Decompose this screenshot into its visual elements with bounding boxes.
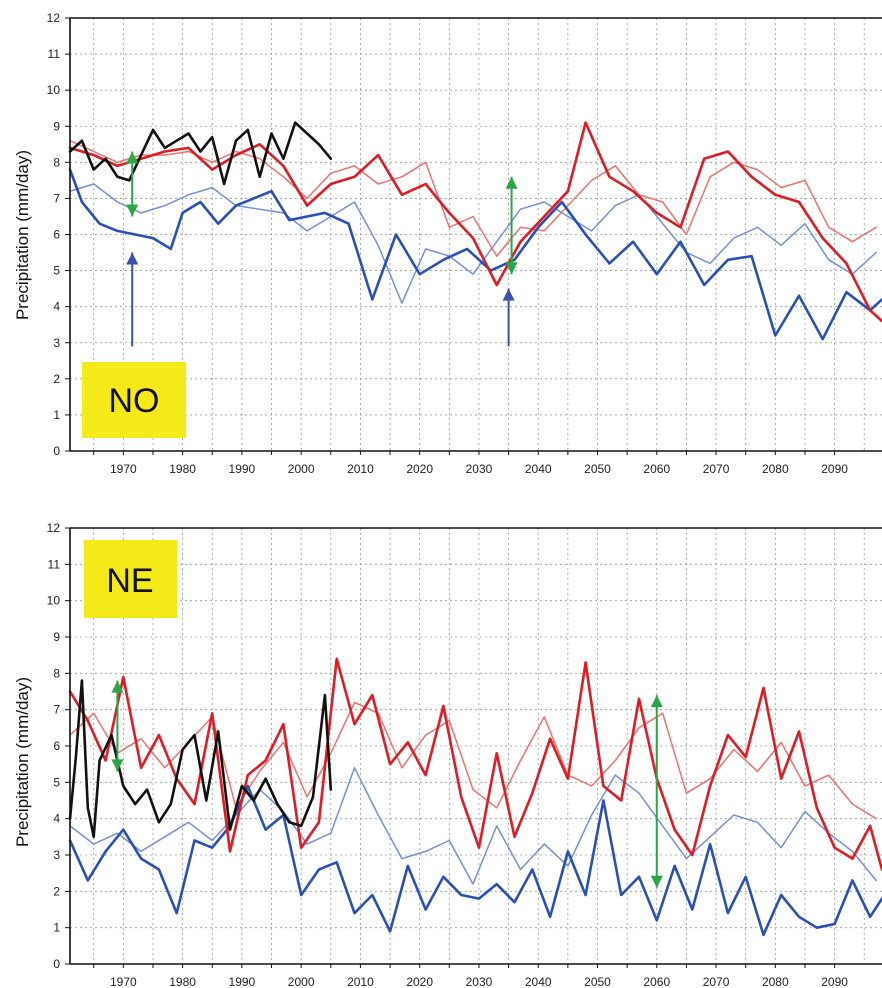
x-tick-label: 2030 xyxy=(466,462,493,476)
x-tick-label: 1970 xyxy=(110,975,137,988)
series-line-blue-dark xyxy=(68,784,882,937)
y-tick-label: 4 xyxy=(53,300,60,314)
y-tick-label: 3 xyxy=(53,848,60,862)
y-tick-label: 8 xyxy=(53,666,60,680)
x-tick-label: 2010 xyxy=(347,975,374,988)
x-tick-label: 2010 xyxy=(347,462,374,476)
x-tick-label: 2040 xyxy=(525,462,552,476)
y-tick-label: 0 xyxy=(53,957,60,971)
y-tick-label: 3 xyxy=(53,336,60,350)
y-axis-label: Precipitation (mm/day) xyxy=(13,677,32,847)
y-tick-label: 7 xyxy=(53,703,60,717)
series-line-blue-light xyxy=(69,183,877,304)
y-tick-label: 5 xyxy=(53,264,60,278)
y-tick-label: 9 xyxy=(53,119,60,133)
series-line-blue-light xyxy=(69,767,877,885)
x-tick-label: 2020 xyxy=(406,975,433,988)
x-tick-label: 1990 xyxy=(229,462,256,476)
x-tick-label: 2030 xyxy=(466,975,493,988)
region-label: NO xyxy=(109,382,160,420)
region-label-box xyxy=(82,362,186,438)
y-tick-label: 7 xyxy=(53,191,60,205)
x-tick-label: 2090 xyxy=(821,462,848,476)
y-tick-label: 5 xyxy=(53,775,60,789)
region-label-box xyxy=(84,540,177,618)
arrow-annotations xyxy=(111,680,663,888)
x-tick-label: 2040 xyxy=(525,975,552,988)
y-axis-label: Precipitation (mm/day) xyxy=(13,150,32,320)
blue-pointer-arrow xyxy=(502,288,515,347)
y-tick-label: 4 xyxy=(53,812,60,826)
y-tick-label: 9 xyxy=(53,630,60,644)
green-range-arrow xyxy=(650,695,663,888)
y-tick-label: 2 xyxy=(53,884,60,898)
data-series xyxy=(68,121,882,341)
series-line-observed xyxy=(68,679,333,839)
y-tick-label: 6 xyxy=(53,739,60,753)
x-tick-label: 2060 xyxy=(643,462,670,476)
x-tick-label: 2080 xyxy=(762,462,789,476)
x-tick-label: 2000 xyxy=(288,462,315,476)
x-tick-label: 2070 xyxy=(703,975,730,988)
y-tick-label: 10 xyxy=(47,83,61,97)
y-tick-label: 12 xyxy=(47,521,61,535)
series-line-blue-dark xyxy=(68,168,882,341)
x-tick-label: 1970 xyxy=(110,462,137,476)
green-range-arrow xyxy=(126,151,139,217)
y-tick-label: 11 xyxy=(48,557,61,571)
series-line-red-light xyxy=(69,701,877,820)
x-tick-label: 2050 xyxy=(584,462,611,476)
x-tick-label: 2050 xyxy=(584,975,611,988)
series-line-observed xyxy=(68,121,333,186)
x-tick-label: 2070 xyxy=(703,462,730,476)
green-range-arrow xyxy=(111,680,124,772)
axes xyxy=(65,527,882,968)
x-tick-label: 2080 xyxy=(762,975,789,988)
x-tick-label: 1980 xyxy=(169,975,196,988)
x-tick-label: 2060 xyxy=(643,975,670,988)
y-tick-label: 1 xyxy=(53,408,60,422)
region-label: NE xyxy=(106,562,153,600)
axes xyxy=(65,17,882,455)
data-series xyxy=(68,657,882,937)
y-tick-label: 1 xyxy=(53,921,60,935)
y-tick-label: 12 xyxy=(47,11,61,25)
x-tick-label: 1990 xyxy=(229,975,256,988)
x-tick-labels: 1970 1980 1990 2000 2010 2020 2030 2040 2050 2060… xyxy=(110,462,848,476)
y-tick-label: 10 xyxy=(47,594,61,608)
x-tick-label: 2090 xyxy=(821,975,848,988)
x-tick-label: 2000 xyxy=(288,975,315,988)
y-tick-label: 8 xyxy=(53,155,60,169)
y-tick-label: 0 xyxy=(53,444,60,458)
y-tick-label: 2 xyxy=(53,372,60,386)
x-tick-label: 2020 xyxy=(406,462,433,476)
blue-pointer-arrow xyxy=(126,252,139,347)
series-line-red-dark xyxy=(68,657,882,871)
arrow-annotations xyxy=(126,151,518,347)
x-tick-labels: 1970 1980 1990 2000 2010 2020 2030 2040 2050 2060… xyxy=(110,975,848,988)
green-range-arrow xyxy=(505,176,518,275)
y-tick-label: 6 xyxy=(53,228,60,242)
x-tick-label: 1980 xyxy=(169,462,196,476)
series-line-red-dark xyxy=(68,121,882,323)
y-tick-label: 11 xyxy=(48,47,61,61)
